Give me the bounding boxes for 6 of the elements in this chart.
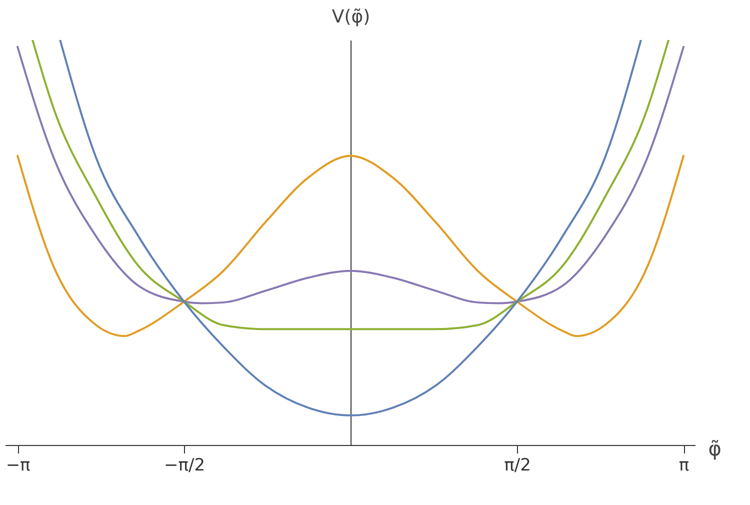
x-tick-label: π/2 <box>504 456 531 476</box>
x-tick-label: −π <box>6 456 30 476</box>
y-axis-title: V(φ̃) <box>332 6 370 28</box>
x-axis-title: φ̃ <box>708 436 722 460</box>
x-tick-label: π <box>678 456 690 476</box>
x-tick-label: −π/2 <box>164 456 206 476</box>
